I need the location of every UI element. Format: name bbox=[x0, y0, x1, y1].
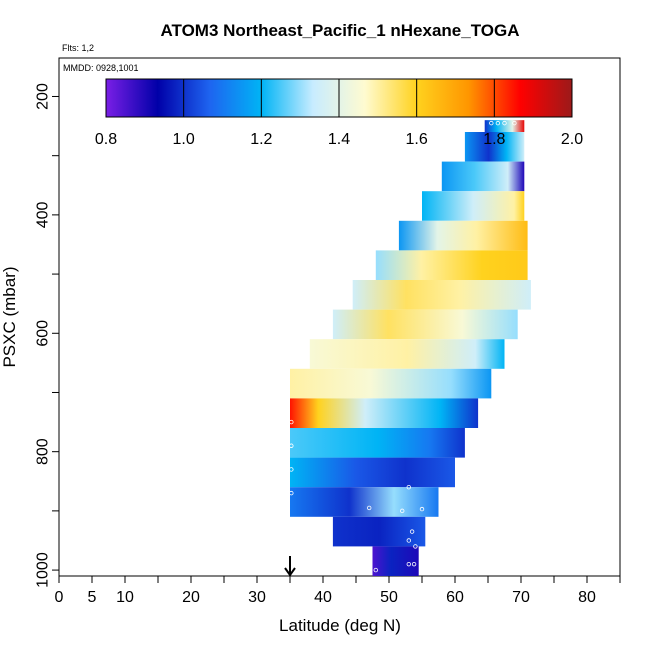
heatmap-band bbox=[290, 428, 465, 458]
colorbar: 0.8 1.0 1.2 1.4 1.6 1.8 2.0 bbox=[95, 78, 583, 148]
heatmap-band bbox=[290, 368, 492, 399]
heatmap-band bbox=[441, 161, 525, 192]
sample-point bbox=[512, 120, 517, 126]
sample-points bbox=[289, 120, 517, 573]
y-tick-label: 800 bbox=[35, 438, 52, 465]
heatmap-band bbox=[309, 339, 505, 369]
dates-label: MMDD: 0928,1001 bbox=[63, 63, 139, 73]
x-tick-label: 30 bbox=[248, 589, 266, 606]
heatmap-band bbox=[290, 487, 439, 517]
heatmap-band bbox=[290, 398, 479, 428]
heatmap-band bbox=[352, 280, 531, 310]
y-tick-label: 400 bbox=[35, 201, 52, 228]
chart-title: ATOM3 Northeast_Pacific_1 nHexane_TOGA bbox=[160, 21, 519, 40]
x-tick-label: 10 bbox=[116, 589, 134, 606]
x-tick-label: 40 bbox=[314, 589, 332, 606]
flights-label: Flts: 1,2 bbox=[62, 43, 94, 53]
heatmap-band bbox=[375, 250, 528, 280]
y-tick-label: 200 bbox=[35, 83, 52, 110]
x-tick-label: 80 bbox=[578, 589, 596, 606]
sample-point bbox=[406, 561, 411, 567]
y-axis-label: PSXC (mbar) bbox=[0, 266, 19, 367]
sample-point bbox=[400, 508, 405, 514]
heatmap-band bbox=[484, 120, 525, 132]
heatmap-band bbox=[464, 132, 525, 162]
sample-point bbox=[367, 505, 372, 511]
colorbar-tick-label: 0.8 bbox=[95, 131, 117, 148]
x-tick-label: 60 bbox=[446, 589, 464, 606]
sample-point bbox=[419, 506, 425, 512]
sample-point bbox=[489, 120, 494, 126]
plot-frame bbox=[58, 57, 621, 577]
colorbar-tick-label: 2.0 bbox=[561, 131, 583, 148]
sample-point bbox=[502, 120, 507, 126]
x-tick-label: 0 bbox=[55, 589, 64, 606]
sample-point bbox=[411, 561, 417, 567]
x-tick-label: 5 bbox=[88, 589, 97, 606]
colorbar-tick-label: 1.6 bbox=[406, 131, 428, 148]
x-tick-label: 20 bbox=[182, 589, 200, 606]
sample-point bbox=[289, 467, 294, 472]
sample-point bbox=[406, 485, 411, 490]
sample-point bbox=[406, 538, 411, 543]
x-tick-label: 70 bbox=[512, 589, 530, 606]
heatmap-band bbox=[332, 516, 426, 547]
sample-point bbox=[409, 529, 415, 534]
heatmap-bands bbox=[290, 120, 531, 576]
colorbar-ticks: 0.8 1.0 1.2 1.4 1.6 1.8 2.0 bbox=[95, 79, 583, 148]
sample-point bbox=[289, 490, 294, 496]
colorbar-tick-label: 1.8 bbox=[483, 131, 505, 148]
sample-point bbox=[373, 567, 378, 573]
y-tick-label: 600 bbox=[35, 320, 52, 347]
heatmap-band bbox=[290, 457, 455, 488]
sample-point bbox=[495, 120, 501, 126]
heatmap-band bbox=[372, 546, 419, 576]
x-axis: 0 5 10 20 30 40 50 60 70 80 bbox=[55, 576, 621, 606]
colorbar-tick-label: 1.2 bbox=[250, 131, 272, 148]
x-axis-label: Latitude (deg N) bbox=[279, 616, 401, 635]
heatmap-band bbox=[332, 309, 518, 340]
heatmap-band bbox=[422, 191, 525, 221]
sample-point bbox=[289, 419, 294, 425]
sample-point bbox=[289, 443, 294, 448]
latitude-arrow-icon bbox=[284, 556, 296, 577]
x-tick-label: 50 bbox=[380, 589, 398, 606]
colorbar-tick-label: 1.4 bbox=[328, 131, 350, 148]
y-axis: 200 400 600 800 1000 bbox=[35, 83, 59, 588]
sample-point bbox=[413, 544, 418, 549]
heatmap-band bbox=[398, 220, 528, 251]
y-tick-label: 1000 bbox=[35, 552, 52, 588]
colorbar-tick-label: 1.0 bbox=[173, 131, 195, 148]
arrow-head bbox=[284, 567, 296, 577]
